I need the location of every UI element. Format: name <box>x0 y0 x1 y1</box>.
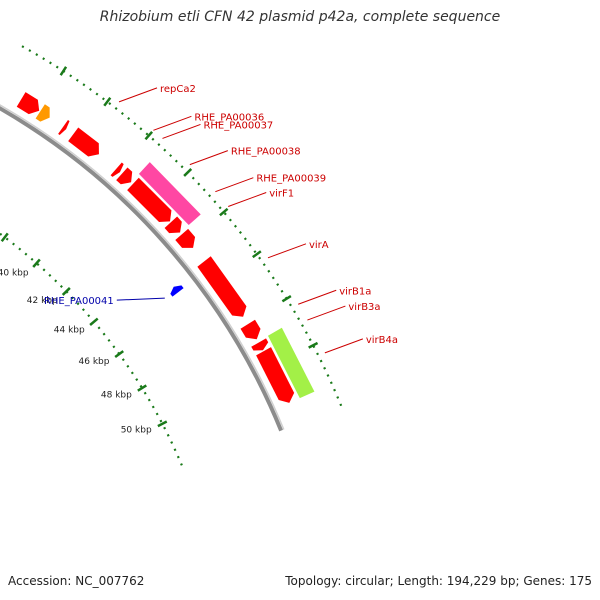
scale-tick-48 <box>137 384 147 392</box>
gene-label-virA: virA <box>309 240 329 251</box>
plasmid-backbone-highlight <box>0 104 285 430</box>
gene-arrow-g2 <box>58 120 70 135</box>
map-title: Rhizobium etli CFN 42 plasmid p42a, comp… <box>99 9 501 25</box>
plasmid-backbone-arc <box>0 106 283 432</box>
scale-tick-44 <box>89 317 99 326</box>
gene-arrow-repCa2 <box>68 127 99 157</box>
scale-outer-tick-36 <box>59 66 68 76</box>
gene-label-virB4a: virB4a <box>366 335 398 346</box>
gene-arrow-g0 <box>16 92 40 115</box>
scale-tick-46 <box>114 350 124 359</box>
scale-outer-tick-46 <box>252 250 262 259</box>
scale-label-48: 48 kbp <box>101 390 132 400</box>
gene-label-repCa2: repCa2 <box>160 84 196 95</box>
scale-tick-38 <box>0 232 9 243</box>
label-leader-virB1a <box>298 289 337 305</box>
label-leader-virA <box>267 243 307 259</box>
label-leader-RHE_PA00039 <box>215 177 254 193</box>
genes-count-text: Genes: 175 <box>515 574 592 588</box>
length-text: Length: 194,229 bp <box>390 574 516 588</box>
gene-label-RHE_PA00041: RHE_PA00041 <box>44 296 114 307</box>
gene-arrow-g1 <box>35 104 50 122</box>
gene-label-virF1: virF1 <box>269 188 294 199</box>
label-leader-virF1 <box>228 192 267 207</box>
scale-label-46: 46 kbp <box>79 357 110 367</box>
topology-text: Topology: circular <box>285 574 390 588</box>
accession-text: Accession: NC_007762 <box>8 574 145 588</box>
gene-arrow-virB1a <box>240 319 261 340</box>
gene-arrow-RHE_PA00036 <box>110 162 124 177</box>
scale-outer-tick-48 <box>281 295 292 303</box>
scale-tick-50 <box>157 420 168 428</box>
gene-arrow-virB3a <box>251 338 269 351</box>
label-leader-RHE_PA00036 <box>153 115 192 131</box>
label-leader-virB4a <box>324 338 364 354</box>
gene-arrow-RHE_PA00038_b <box>138 162 201 225</box>
scale-label-42: 42 kbp <box>27 296 58 306</box>
scale-tick-42 <box>61 287 71 296</box>
gene-arrow-RHE_PA00039 <box>164 216 182 234</box>
gene-arrow-RHE_PA00038 <box>127 177 172 223</box>
label-leader-virB3a <box>307 305 346 321</box>
gene-label-virB3a: virB3a <box>348 302 380 313</box>
label-leader-RHE_PA00038 <box>189 150 229 166</box>
gene-arrow-virB4a_b <box>267 327 315 399</box>
scale-outer-tick-38 <box>103 96 112 107</box>
label-leader-RHE_PA00037 <box>162 123 201 139</box>
scale-outer-tick-50 <box>308 341 319 349</box>
scale-outer-tick-40 <box>144 131 154 141</box>
gene-label-RHE_PA00039: RHE_PA00039 <box>256 174 326 185</box>
scale-label-40: 40 kbp <box>0 268 29 278</box>
gene-label-RHE_PA00038: RHE_PA00038 <box>231 147 301 158</box>
gene-arrow-virA <box>197 256 247 317</box>
scale-outer-tick-44 <box>219 207 229 217</box>
gene-label-RHE_PA00037: RHE_PA00037 <box>203 120 273 131</box>
gene-arrow-RHE_PA00037 <box>116 167 133 185</box>
scale-label-44: 44 kbp <box>54 326 85 336</box>
gene-arrow-RHE_PA00041 <box>170 285 184 297</box>
scale-label-50: 50 kbp <box>121 425 152 435</box>
sequence-info: Topology: circularLength: 194,229 bpGene… <box>285 574 592 588</box>
scale-tick-40 <box>32 258 41 268</box>
gene-arrow-virB4a <box>256 347 295 403</box>
label-leader-RHE_PA00041 <box>116 297 165 301</box>
scale-outer-tick-42 <box>183 168 193 177</box>
gene-label-virB1a: virB1a <box>339 286 371 297</box>
gene-label-RHE_PA00036: RHE_PA00036 <box>194 112 264 123</box>
gene-arrow-virF1 <box>175 228 196 248</box>
label-leader-repCa2 <box>118 87 158 103</box>
